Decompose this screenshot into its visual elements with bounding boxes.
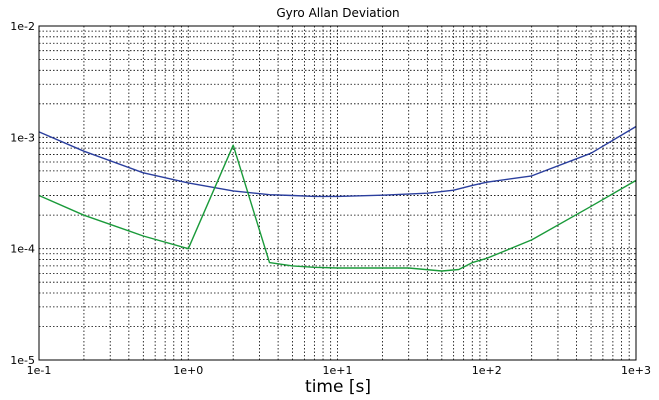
series-layer (38, 125, 637, 272)
x-tick-label: 1e+3 (621, 364, 651, 377)
series-line-1 (38, 125, 637, 198)
plot-frame (38, 25, 637, 361)
x-tick-label: 1e-1 (27, 364, 52, 377)
y-tick-label: 1e-2 (10, 20, 35, 33)
grid-layer (39, 26, 636, 360)
x-tick-label: 1e+0 (173, 364, 203, 377)
y-tick-label: 1e-5 (10, 354, 35, 367)
tick-label-layer: 1e-1 1e+0 1e+1 1e+2 1e+3 1e-5 1e-4 1e-3 1e-2 (10, 20, 651, 377)
x-tick-label: 1e+2 (472, 364, 502, 377)
series-line-2 (38, 144, 637, 272)
x-axis-label: time [s] (305, 377, 371, 397)
y-tick-label: 1e-4 (10, 243, 35, 256)
y-tick-label: 1e-3 (10, 131, 35, 144)
x-tick-label: 1e+1 (323, 364, 353, 377)
chart-title: Gyro Allan Deviation (276, 6, 399, 20)
